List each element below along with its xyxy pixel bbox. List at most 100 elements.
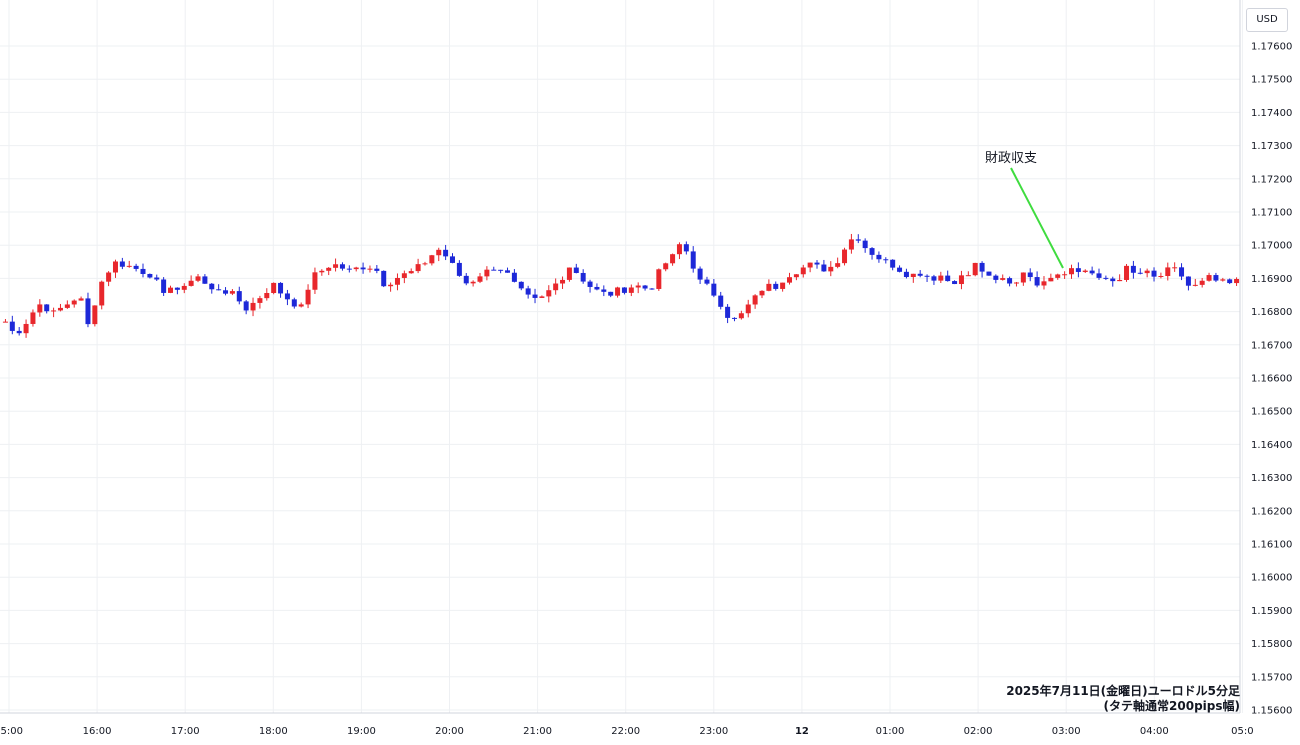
candle xyxy=(319,269,325,276)
candle xyxy=(573,263,579,274)
candle xyxy=(511,269,517,283)
candle-body xyxy=(470,281,476,284)
candle xyxy=(628,284,634,297)
price-tick-label: 1.16000 xyxy=(1251,573,1292,584)
candle xyxy=(9,315,15,335)
candle-body xyxy=(429,255,435,264)
candle xyxy=(663,262,669,272)
candle-body xyxy=(965,275,971,277)
candle-body xyxy=(800,267,806,275)
candle-body xyxy=(1068,268,1074,275)
candle-body xyxy=(697,268,703,280)
candle xyxy=(174,287,180,295)
candle xyxy=(1110,276,1116,287)
candle xyxy=(745,299,751,318)
candle-body xyxy=(319,270,325,273)
candle-body xyxy=(835,263,841,267)
candle-body xyxy=(807,262,813,268)
candle-body xyxy=(436,249,442,256)
candle xyxy=(374,265,380,274)
candle-body xyxy=(250,302,256,311)
candle-body xyxy=(92,305,98,325)
candle-body xyxy=(972,262,978,276)
candle xyxy=(257,295,263,309)
candle xyxy=(85,292,91,328)
candle-body xyxy=(51,310,57,312)
candle xyxy=(264,288,270,301)
candle-body xyxy=(903,271,909,278)
candle-body xyxy=(869,248,875,255)
candle xyxy=(147,273,153,279)
candle xyxy=(725,304,731,324)
candle-body xyxy=(64,304,70,308)
candle xyxy=(422,261,428,266)
time-tick-label: 22:00 xyxy=(611,726,640,737)
annotation-line xyxy=(1010,167,1064,269)
candle-body xyxy=(463,275,469,284)
candle-body xyxy=(381,270,387,287)
price-tick-label: 1.16900 xyxy=(1251,274,1292,285)
candle xyxy=(1020,272,1026,286)
candle xyxy=(278,282,284,298)
candle xyxy=(333,258,339,272)
candle-body xyxy=(243,301,249,311)
candle xyxy=(553,278,559,295)
candle-body xyxy=(663,263,669,270)
candle xyxy=(1179,263,1185,281)
candle xyxy=(1137,268,1143,275)
candle-body xyxy=(883,259,889,261)
candle-body xyxy=(828,266,834,272)
candle-body xyxy=(924,275,930,277)
candle xyxy=(312,267,318,294)
candle xyxy=(986,271,992,276)
candle-body xyxy=(1055,274,1061,278)
candle xyxy=(958,270,964,290)
candle xyxy=(780,282,786,292)
candle-body xyxy=(367,268,373,270)
candle xyxy=(1007,276,1013,287)
time-tick-label: 01:00 xyxy=(876,726,905,737)
candle-body xyxy=(229,291,235,294)
candle xyxy=(243,300,249,315)
candle-body xyxy=(112,261,118,273)
candle-body xyxy=(394,277,400,285)
candle-body xyxy=(670,254,676,264)
candle-body xyxy=(615,287,621,296)
candle xyxy=(106,271,112,287)
candle-body xyxy=(147,273,153,278)
candle-body xyxy=(181,285,187,290)
candle-body xyxy=(1124,265,1130,280)
candle-body xyxy=(752,295,758,305)
candle xyxy=(401,270,407,284)
candle xyxy=(608,291,614,298)
candle xyxy=(112,259,118,278)
candle xyxy=(1034,271,1040,288)
candle-body xyxy=(580,272,586,282)
candle-body xyxy=(1165,267,1171,277)
candle xyxy=(952,280,958,285)
candle-body xyxy=(1158,276,1164,278)
candle-body xyxy=(1041,281,1047,286)
candle xyxy=(456,260,462,277)
candle xyxy=(346,265,352,273)
unit-button[interactable]: USD xyxy=(1246,8,1288,32)
candle xyxy=(1000,274,1006,281)
candle-body xyxy=(23,323,29,334)
candle xyxy=(57,303,63,312)
candle-body xyxy=(2,321,8,323)
candle-body xyxy=(1172,267,1178,269)
candle-body xyxy=(1234,278,1240,284)
candle xyxy=(477,272,483,284)
candle xyxy=(711,278,717,298)
candle xyxy=(1048,273,1054,282)
candle xyxy=(1199,277,1205,288)
candle xyxy=(291,297,297,309)
candle xyxy=(1158,272,1164,279)
candle xyxy=(99,280,105,310)
candle xyxy=(394,273,400,291)
candle-body xyxy=(491,269,497,271)
candle-body xyxy=(560,279,566,284)
candle-body xyxy=(9,321,15,331)
candle xyxy=(855,234,861,244)
candle-body xyxy=(498,269,504,271)
